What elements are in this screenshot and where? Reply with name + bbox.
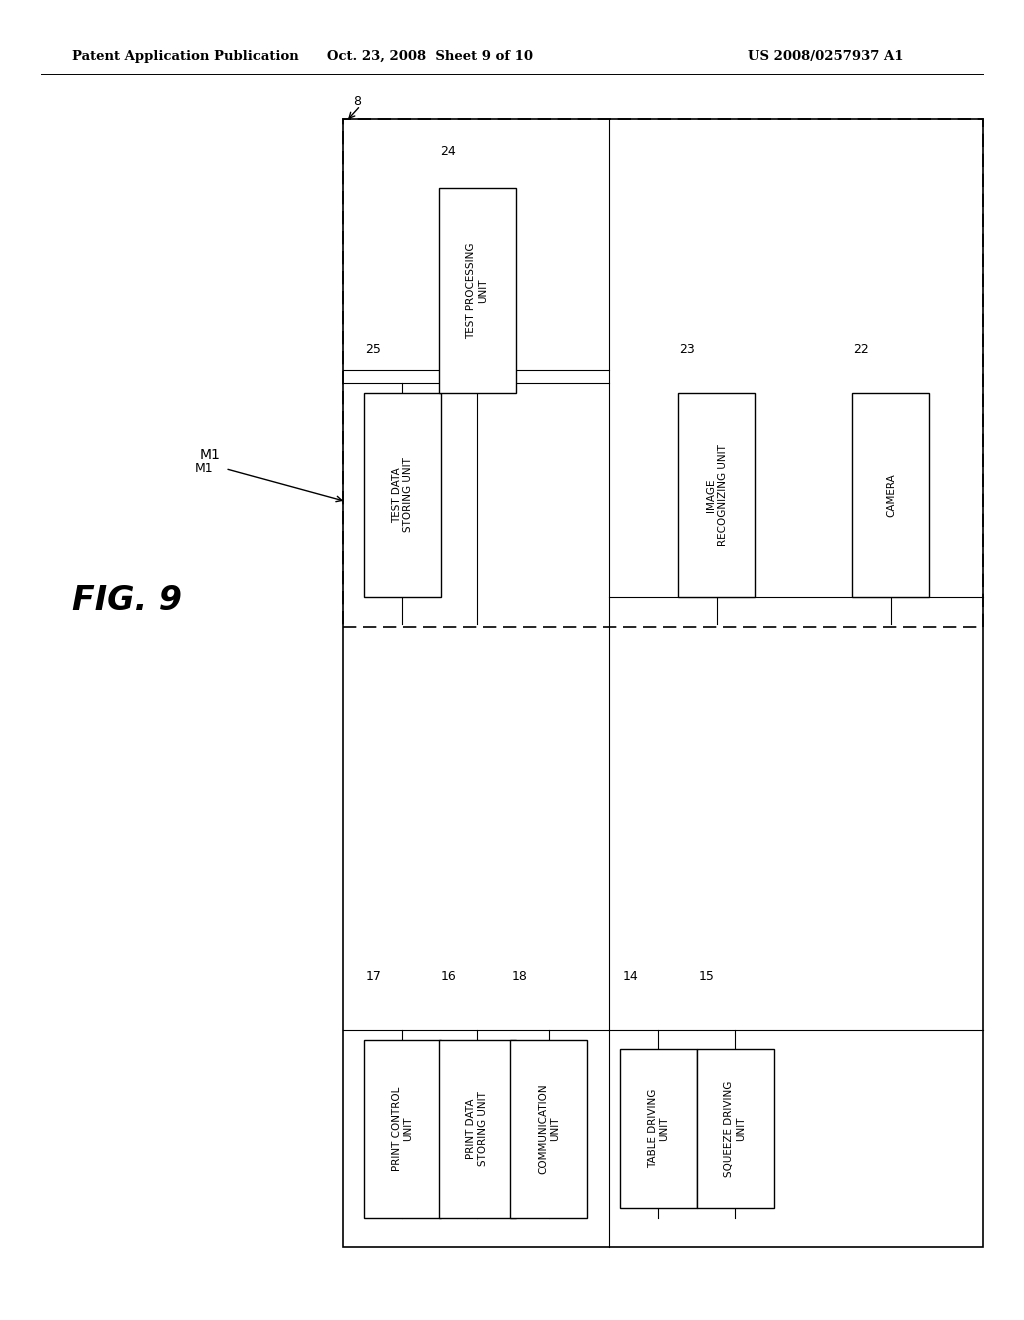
Text: 15: 15	[698, 970, 715, 983]
Text: TEST PROCESSING
UNIT: TEST PROCESSING UNIT	[466, 242, 488, 339]
Text: M1: M1	[195, 462, 213, 475]
Text: 17: 17	[366, 970, 382, 983]
Bar	[365, 1040, 441, 1217]
Bar	[439, 187, 516, 393]
Text: US 2008/0257937 A1: US 2008/0257937 A1	[748, 50, 903, 63]
Text: 23: 23	[679, 343, 694, 356]
Bar	[696, 1049, 774, 1208]
Text: TEST DATA
STORING UNIT: TEST DATA STORING UNIT	[391, 458, 414, 532]
Bar	[343, 119, 983, 1247]
Bar	[621, 1049, 696, 1208]
Text: 25: 25	[366, 343, 382, 356]
Text: PRINT DATA
STORING UNIT: PRINT DATA STORING UNIT	[466, 1092, 488, 1166]
Text: 22: 22	[853, 343, 868, 356]
Text: Patent Application Publication: Patent Application Publication	[72, 50, 298, 63]
Text: PRINT CONTROL
UNIT: PRINT CONTROL UNIT	[391, 1086, 414, 1171]
Text: 8: 8	[353, 95, 361, 108]
Text: IMAGE
RECOGNIZING UNIT: IMAGE RECOGNIZING UNIT	[706, 444, 728, 546]
Bar	[852, 393, 930, 597]
Bar	[343, 119, 983, 627]
Bar	[678, 393, 755, 597]
Text: Oct. 23, 2008  Sheet 9 of 10: Oct. 23, 2008 Sheet 9 of 10	[327, 50, 534, 63]
Bar	[365, 393, 441, 597]
Text: 24: 24	[440, 145, 456, 158]
Text: 18: 18	[512, 970, 528, 983]
Text: TABLE DRIVING
UNIT: TABLE DRIVING UNIT	[647, 1089, 670, 1168]
Bar	[511, 1040, 588, 1217]
Bar	[439, 1040, 516, 1217]
Text: 16: 16	[440, 970, 456, 983]
Text: FIG. 9: FIG. 9	[72, 583, 181, 616]
Text: 14: 14	[623, 970, 638, 983]
Text: COMMUNICATION
UNIT: COMMUNICATION UNIT	[538, 1084, 560, 1173]
Text: M1: M1	[200, 447, 220, 462]
Text: CAMERA: CAMERA	[886, 473, 896, 517]
Text: SQUEEZE DRIVING
UNIT: SQUEEZE DRIVING UNIT	[724, 1080, 746, 1177]
